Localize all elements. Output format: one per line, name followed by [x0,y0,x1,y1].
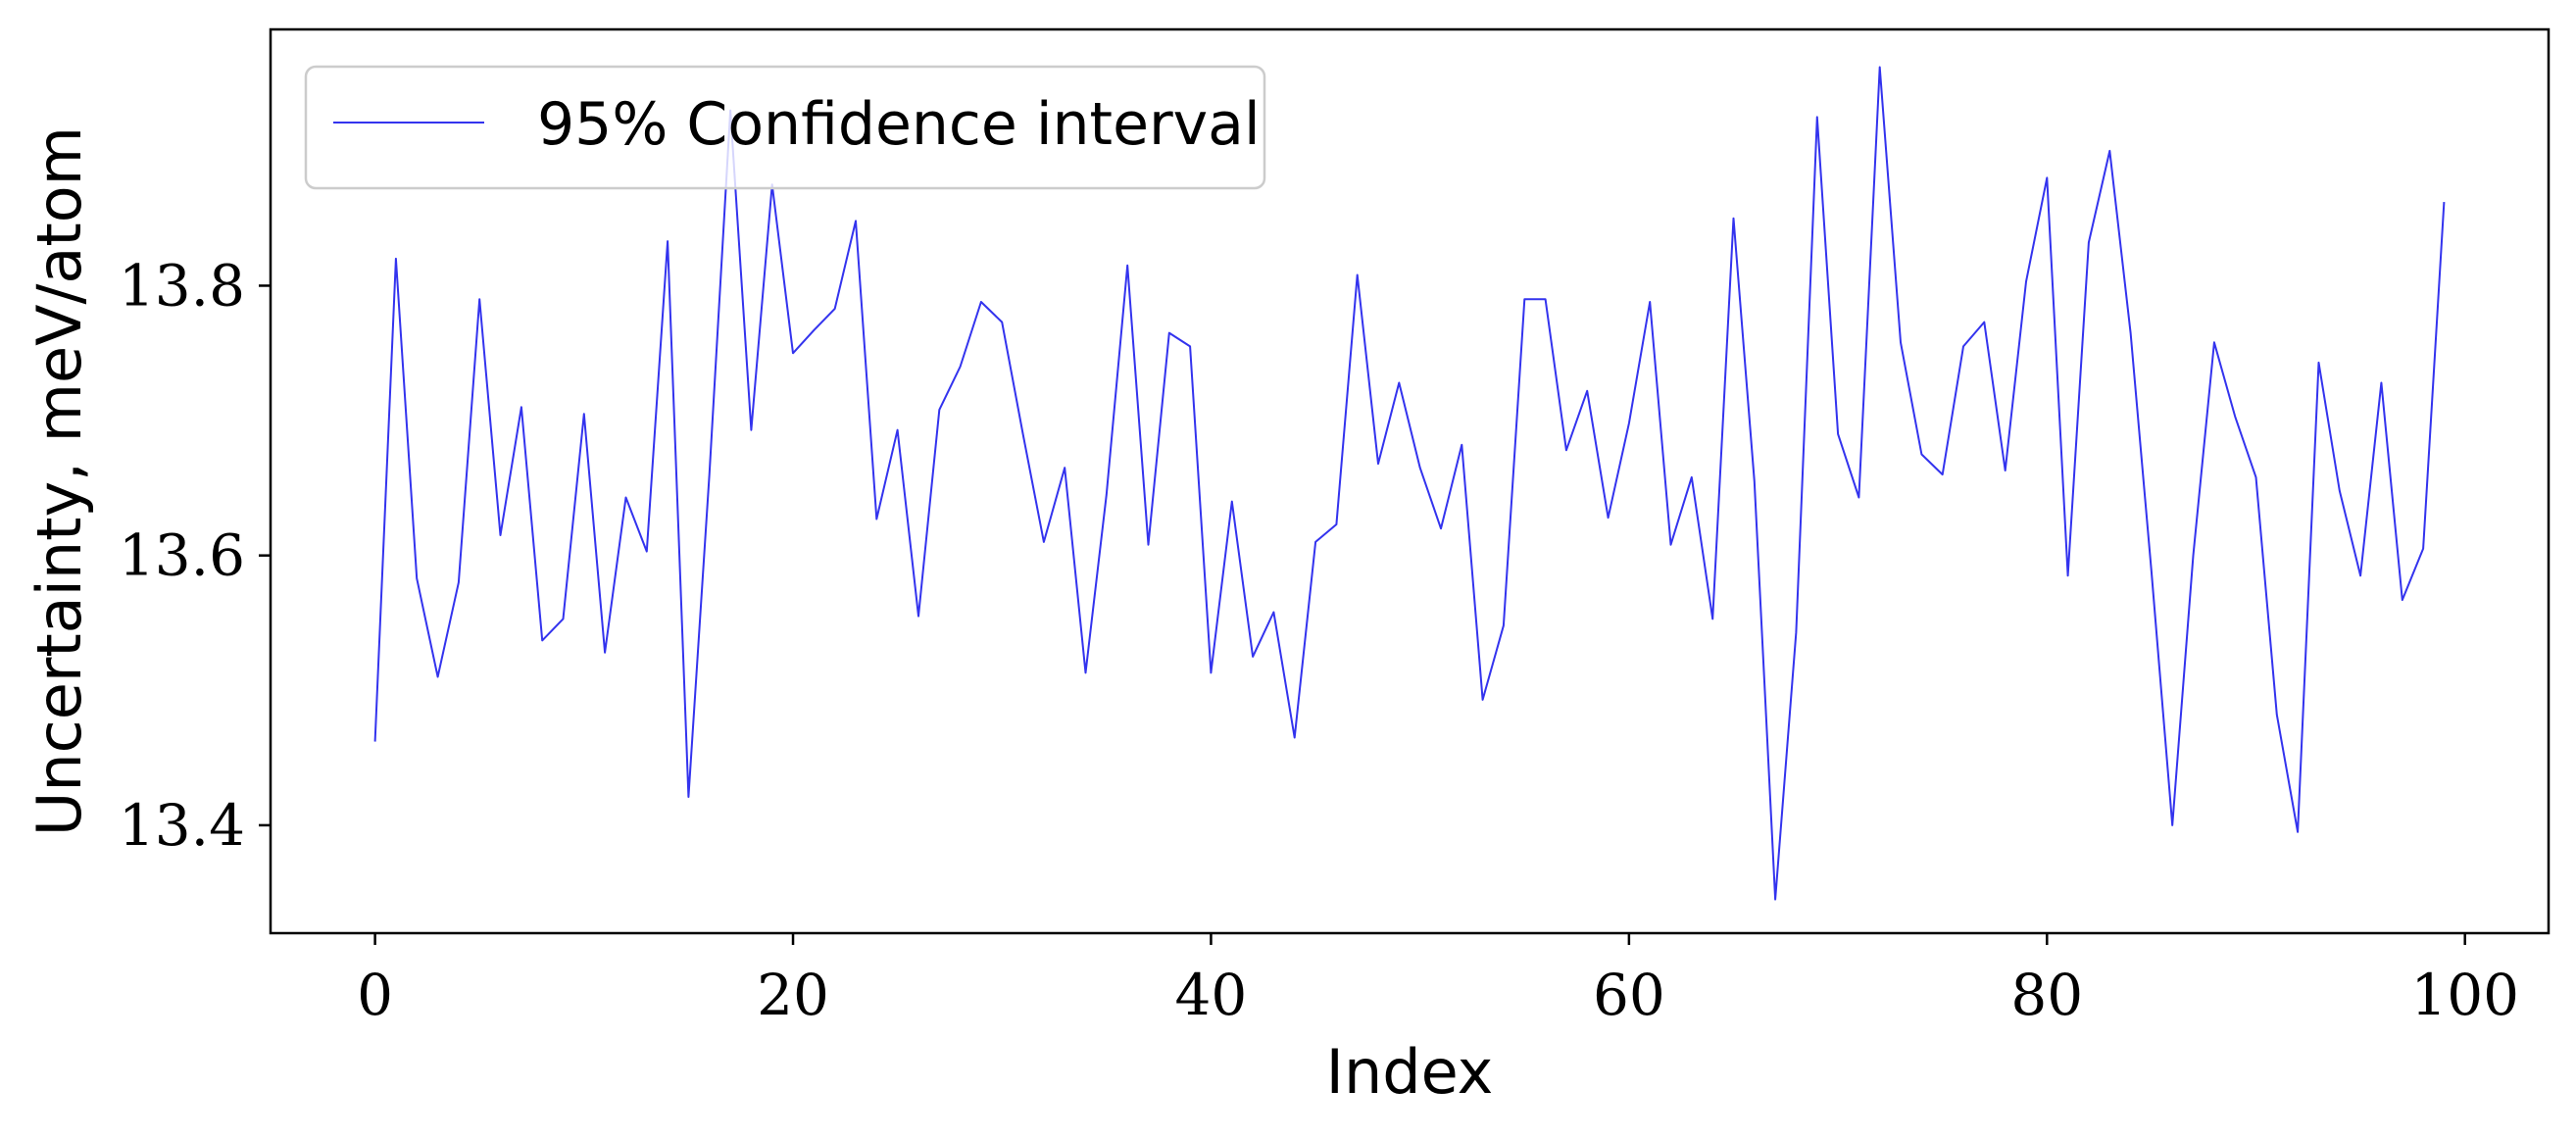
series-layer [373,66,2446,901]
x-tick-label: 80 [2010,962,2083,1028]
y-axis-label: Uncertainty, meV/atom [24,126,95,836]
y-tick-label: 13.4 [119,792,245,859]
legend-label: 95% Confidence interval [537,90,1261,159]
y-axis: 13.4 13.6 13.8 [119,252,271,859]
x-tick-label: 0 [357,962,393,1028]
x-axis-label: Index [1326,1036,1494,1108]
y-tick-label: 13.8 [119,252,245,319]
legend: 95% Confidence interval [304,65,1266,190]
x-tick-label: 100 [2410,962,2519,1028]
y-tick-label: 13.6 [119,522,245,589]
x-axis: 0 20 40 60 80 100 [357,933,2519,1028]
x-tick-label: 60 [1593,962,1665,1028]
series-line [373,66,2446,901]
legend-box [304,65,1266,190]
x-tick-label: 20 [757,962,829,1028]
x-tick-label: 40 [1175,962,1248,1028]
